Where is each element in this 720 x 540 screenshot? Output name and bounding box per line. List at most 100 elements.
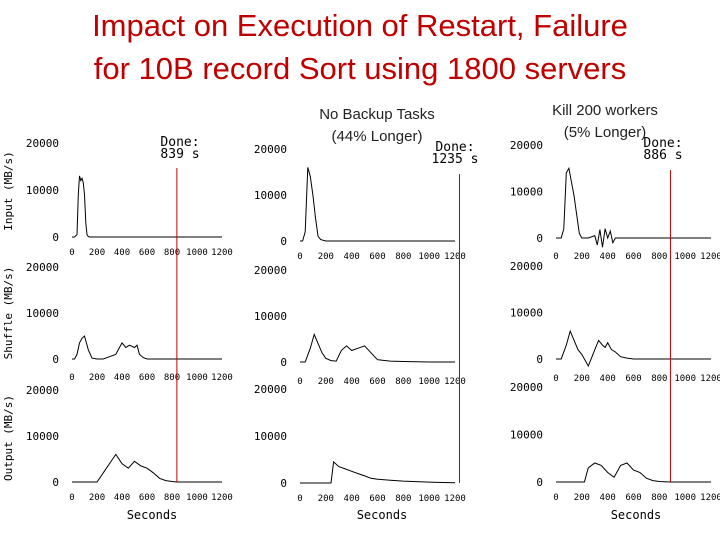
x-axis-label: Seconds xyxy=(357,508,408,522)
x-axis-label: Seconds xyxy=(127,508,178,522)
x-tick-label: 1200 xyxy=(700,493,720,503)
x-tick-label: 1000 xyxy=(186,248,208,258)
y-tick-label: 0 xyxy=(52,353,59,366)
x-tick-label: 600 xyxy=(139,373,155,383)
y-tick-label: 10000 xyxy=(254,189,287,202)
x-tick-label: 800 xyxy=(651,374,667,384)
x-tick-label: 200 xyxy=(318,494,334,504)
y-tick-label: 20000 xyxy=(254,143,287,156)
x-tick-label: 1000 xyxy=(186,373,208,383)
kill-workers-annotation-line2: (5% Longer) xyxy=(563,124,647,141)
series-line-shuffle xyxy=(300,332,455,363)
y-tick-label: 0 xyxy=(536,232,543,245)
x-tick-label: 0 xyxy=(69,373,74,383)
x-tick-label: 0 xyxy=(553,252,558,262)
x-tick-label: 600 xyxy=(369,377,385,387)
x-tick-label: 200 xyxy=(89,373,105,383)
y-tick-label: 20000 xyxy=(26,384,59,397)
y-tick-label: 20000 xyxy=(26,261,59,274)
done-label: Done: xyxy=(643,136,682,151)
y-tick-label: 0 xyxy=(536,476,543,489)
slide-title-line2: for 10B record Sort using 1800 servers xyxy=(93,51,627,86)
x-tick-label: 600 xyxy=(369,494,385,504)
series-line-input xyxy=(556,166,711,248)
x-tick-label: 0 xyxy=(553,493,558,503)
x-tick-label: 0 xyxy=(297,377,302,387)
y-tick-label: 10000 xyxy=(254,310,287,323)
x-tick-label: 600 xyxy=(625,493,641,503)
x-tick-label: 400 xyxy=(600,252,616,262)
x-tick-label: 400 xyxy=(600,493,616,503)
x-tick-label: 400 xyxy=(344,377,360,387)
x-tick-label: 400 xyxy=(600,374,616,384)
y-tick-label: 10000 xyxy=(510,429,543,442)
x-tick-label: 1200 xyxy=(444,252,466,262)
y-tick-label: 10000 xyxy=(510,186,543,199)
y-tick-label: 20000 xyxy=(254,383,287,396)
series-line-output xyxy=(72,453,222,483)
x-tick-label: 1000 xyxy=(418,252,440,262)
y-tick-label: 20000 xyxy=(254,264,287,277)
y-tick-label: 0 xyxy=(52,231,59,244)
series-line-shuffle xyxy=(556,329,711,368)
x-tick-label: 0 xyxy=(69,248,74,258)
x-tick-label: 0 xyxy=(69,493,74,503)
x-tick-label: 400 xyxy=(344,494,360,504)
y-tick-label: 0 xyxy=(280,356,287,369)
y-tick-label: 10000 xyxy=(26,307,59,320)
x-tick-label: 800 xyxy=(164,373,180,383)
x-tick-label: 400 xyxy=(114,373,130,383)
x-tick-label: 1200 xyxy=(444,377,466,387)
y-tick-label: 0 xyxy=(52,476,59,489)
x-tick-label: 0 xyxy=(297,252,302,262)
y-axis-label: Shuffle (MB/s) xyxy=(2,267,15,360)
x-tick-label: 600 xyxy=(139,248,155,258)
y-tick-label: 0 xyxy=(280,235,287,248)
y-tick-label: 20000 xyxy=(510,260,543,273)
y-axis-label: Input (MB/s) xyxy=(2,151,15,230)
no-backup-annotation: No Backup Tasks (44% Longer) xyxy=(292,104,462,148)
x-tick-label: 400 xyxy=(344,252,360,262)
done-time: 1235 s xyxy=(432,152,479,167)
x-tick-label: 400 xyxy=(114,493,130,503)
x-tick-label: 1000 xyxy=(674,493,696,503)
kill-workers-annotation-line1: Kill 200 workers xyxy=(552,102,658,119)
x-tick-label: 1000 xyxy=(418,494,440,504)
slide-title-line1: Impact on Execution of Restart, Failure xyxy=(92,8,628,43)
y-tick-label: 0 xyxy=(536,353,543,366)
x-tick-label: 800 xyxy=(395,252,411,262)
x-tick-label: 600 xyxy=(625,252,641,262)
x-tick-label: 600 xyxy=(139,493,155,503)
done-label: Done: xyxy=(160,135,199,150)
done-label: Done: xyxy=(435,140,474,155)
y-axis-label: Output (MB/s) xyxy=(2,395,15,481)
series-line-shuffle xyxy=(72,335,222,360)
x-tick-label: 1200 xyxy=(700,252,720,262)
x-tick-label: 1200 xyxy=(211,373,233,383)
x-tick-label: 200 xyxy=(318,252,334,262)
x-tick-label: 800 xyxy=(651,252,667,262)
series-line-input xyxy=(72,175,222,238)
series-line-output xyxy=(300,460,456,484)
x-tick-label: 600 xyxy=(369,252,385,262)
x-tick-label: 1200 xyxy=(211,248,233,258)
x-tick-label: 1000 xyxy=(674,252,696,262)
x-tick-label: 0 xyxy=(553,374,558,384)
no-backup-annotation-line2: (44% Longer) xyxy=(331,128,423,145)
x-tick-label: 200 xyxy=(89,248,105,258)
x-tick-label: 1200 xyxy=(700,374,720,384)
series-line-output xyxy=(556,462,711,483)
x-tick-label: 800 xyxy=(651,493,667,503)
x-tick-label: 200 xyxy=(574,252,590,262)
y-tick-label: 0 xyxy=(280,477,287,490)
y-tick-label: 10000 xyxy=(510,307,543,320)
x-tick-label: 1200 xyxy=(444,494,466,504)
x-tick-label: 200 xyxy=(318,377,334,387)
x-tick-label: 1000 xyxy=(186,493,208,503)
series-line-input xyxy=(300,167,455,242)
y-tick-label: 20000 xyxy=(510,139,543,152)
x-tick-label: 800 xyxy=(395,377,411,387)
y-tick-label: 20000 xyxy=(510,381,543,394)
slide-title: Impact on Execution of Restart, Failure … xyxy=(0,4,720,90)
